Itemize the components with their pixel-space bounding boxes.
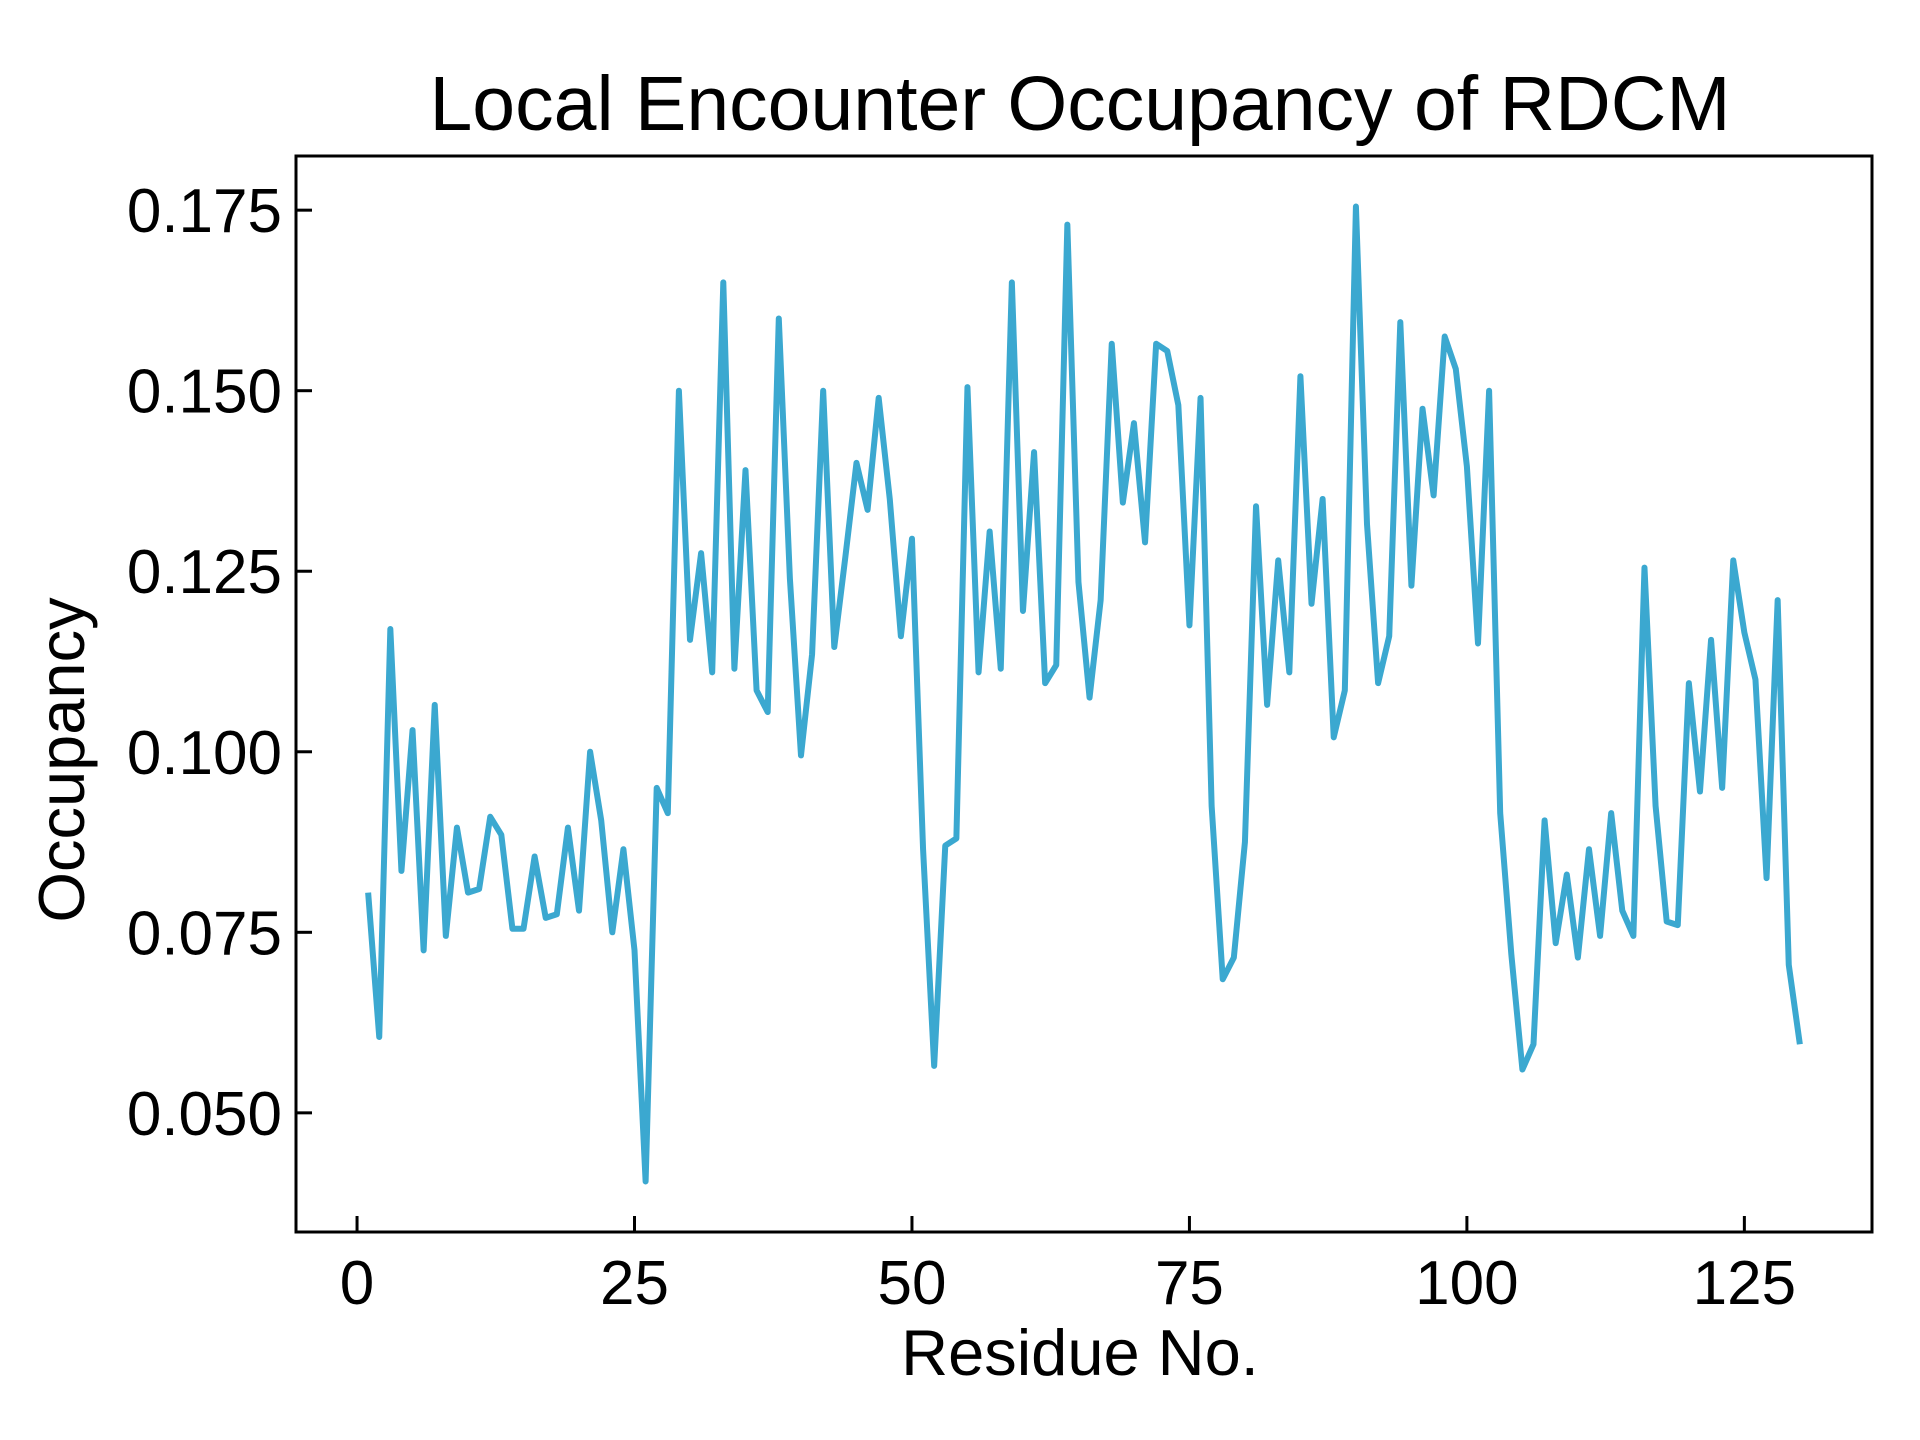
y-tick-label: 0.150 xyxy=(127,358,282,427)
x-tick-label: 0 xyxy=(340,1249,374,1318)
y-tick-label: 0.100 xyxy=(127,719,282,788)
x-tick-label: 100 xyxy=(1415,1249,1518,1318)
y-tick-label: 0.050 xyxy=(127,1080,282,1149)
chart-title: Local Encounter Occupancy of RDCM xyxy=(429,61,1730,147)
y-tick-label: 0.125 xyxy=(127,538,282,607)
y-axis-label: Occupancy xyxy=(25,597,98,923)
x-axis-ticks: 0 25 50 75 100 125 xyxy=(340,1216,1796,1318)
plot-area: 0.050 0.075 0.100 0.125 0.150 0.175 0 25 50 75 10… xyxy=(127,154,1874,1318)
y-tick-label: 0.075 xyxy=(127,899,282,968)
x-tick-label: 125 xyxy=(1693,1249,1796,1318)
x-tick-label: 25 xyxy=(600,1249,669,1318)
occupancy-series-line xyxy=(365,203,1803,1185)
y-tick-label: 0.175 xyxy=(127,177,282,246)
x-tick-label: 75 xyxy=(1155,1249,1224,1318)
y-axis-ticks: 0.050 0.075 0.100 0.125 0.150 0.175 xyxy=(127,177,312,1149)
x-tick-label: 50 xyxy=(877,1249,946,1318)
x-axis-label: Residue No. xyxy=(901,1316,1259,1389)
plot-frame xyxy=(294,154,1874,1234)
